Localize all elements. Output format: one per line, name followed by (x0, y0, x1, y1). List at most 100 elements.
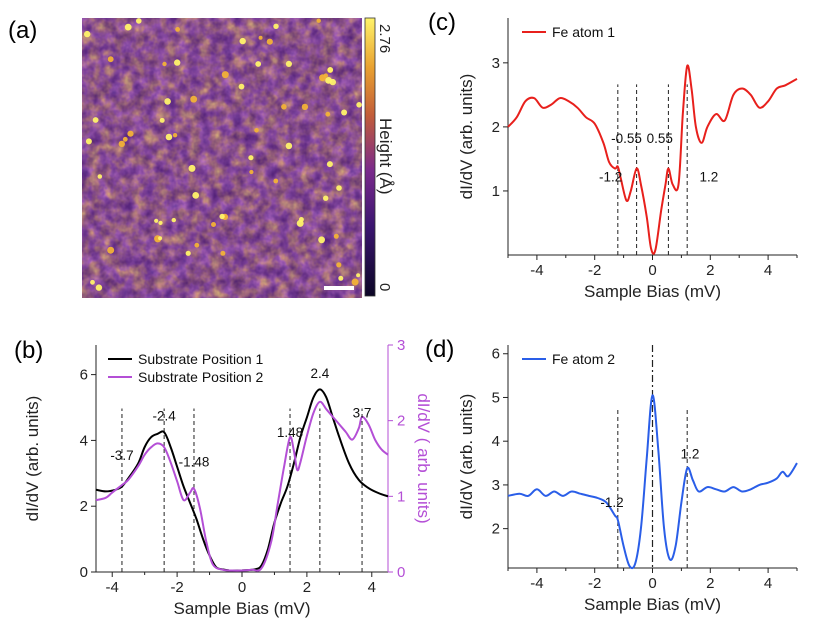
adatom-dot (298, 217, 304, 222)
legend-label: Substrate Position 2 (138, 369, 264, 385)
adatom-dot (351, 278, 359, 286)
adatom-dot (192, 192, 200, 199)
adatom-dot (356, 102, 362, 108)
adatom-dot (323, 73, 328, 78)
adatom-dot (188, 164, 196, 172)
adatom-dot (171, 217, 176, 223)
x-tick-label: 2 (303, 579, 311, 596)
x-axis-label-c: Sample Bias (mV) (584, 282, 721, 301)
adatom-dot (239, 37, 246, 45)
adatom-dot (172, 133, 178, 138)
adatom-dot (164, 98, 171, 105)
adatom-dot (185, 250, 191, 256)
y-axis-label-c: dI/dV (arb. units) (457, 74, 476, 200)
colorbar-max-label: 2.76 (376, 24, 393, 53)
annotation-label: -0.55 (611, 131, 642, 146)
adatom-dot (158, 236, 163, 241)
adatom-dot (221, 71, 229, 79)
adatom-dot (249, 169, 254, 175)
y-axis-label-right-b: dI/dV ( arb. units) (414, 393, 433, 523)
adatom-dot (285, 142, 293, 150)
adatom-dot (258, 35, 263, 40)
x-tick-label: -2 (170, 579, 183, 596)
x-tick-label: 0 (238, 579, 246, 596)
annotation-label: 1.2 (699, 169, 718, 184)
adatom-dot (159, 117, 165, 123)
adatom-dot (107, 246, 115, 254)
series-line-b-1 (95, 400, 389, 572)
adatom-dot (219, 213, 225, 220)
panel-label-a: (a) (8, 17, 37, 44)
series-line-b-0 (95, 388, 389, 572)
x-tick-label: 0 (648, 262, 656, 279)
x-axis-label-d: Sample Bias (mV) (584, 595, 721, 614)
x-tick-label: -4 (530, 575, 543, 592)
scale-bar (324, 286, 354, 290)
adatom-dot (238, 83, 245, 90)
adatom-dot (158, 220, 163, 225)
adatom-dot (336, 262, 342, 268)
y-tick-label: 5 (492, 389, 500, 406)
adatom-dot (127, 130, 134, 137)
adatom-dot (281, 104, 287, 110)
adatom-dot (174, 59, 181, 66)
y-tick-label: 6 (80, 367, 88, 384)
series-line-c-0 (507, 64, 798, 255)
y-tick-label: 2 (492, 119, 500, 136)
y-tick-label: 3 (492, 477, 500, 494)
adatom-dot (220, 250, 226, 256)
adatom-dot (85, 138, 92, 145)
adatom-dot (124, 23, 132, 31)
adatom-dot (97, 174, 103, 179)
adatom-dot (329, 78, 336, 86)
x-axis-label-b: Sample Bias (mV) (174, 599, 311, 618)
x-tick-label: -4 (106, 579, 119, 596)
annotation-label: 1.2 (681, 447, 700, 462)
y-tick-label: 6 (492, 346, 500, 363)
chart-d: -4 -2 0 2 4 2 3 4 5 6 Sample Bias (mV) dI/dV (arb. … (457, 345, 798, 614)
x-tick-label: 2 (706, 575, 714, 592)
adatom-dot (122, 136, 128, 142)
x-tick-label: -2 (588, 262, 601, 279)
x-tick-label: -4 (530, 262, 543, 279)
adatom-dot (154, 218, 159, 223)
y-right-tick-label: 2 (397, 413, 405, 430)
annotation-label: 3.7 (353, 405, 372, 420)
annotation-label: -1.2 (599, 169, 622, 184)
legend-label: Substrate Position 1 (138, 351, 264, 367)
annotation-label: -2.4 (153, 409, 177, 424)
adatom-dot (273, 178, 279, 184)
y-tick-label: 1 (492, 183, 500, 200)
adatom-dot (84, 30, 91, 38)
adatom-dot (90, 279, 95, 285)
adatom-dot (341, 109, 348, 116)
adatom-dot (211, 222, 216, 227)
adatom-dot (255, 61, 262, 67)
adatom-dot (266, 38, 273, 45)
adatom-dot (273, 23, 279, 29)
panel-label-c: (c) (428, 9, 456, 36)
y-axis-label-d: dI/dV (arb. units) (457, 394, 476, 520)
adatom-dot (162, 61, 167, 67)
y-tick-label: 4 (492, 433, 500, 450)
y-tick-label: 3 (492, 55, 500, 72)
adatom-dot (165, 133, 173, 141)
stm-image-panel: 2.76 0 Height (Å) (82, 17, 395, 298)
adatom-dot (95, 284, 103, 291)
adatom-dot (107, 56, 114, 63)
y-tick-label: 2 (80, 498, 88, 515)
panel-label-b: (b) (14, 337, 43, 364)
adatom-dot (326, 161, 333, 168)
adatom-dot (175, 27, 181, 32)
y-tick-label: 0 (80, 564, 88, 581)
colorbar-min-label: 0 (376, 283, 393, 291)
adatom-dot (323, 195, 329, 201)
y-axis-label-b: dI/dV (arb. units) (23, 396, 42, 522)
adatom-dot (356, 273, 361, 278)
series-line-d-0 (507, 394, 798, 570)
x-tick-label: 4 (764, 262, 772, 279)
adatom-dot (338, 275, 344, 281)
y-tick-label: 2 (492, 521, 500, 538)
adatom-dot (248, 155, 254, 161)
annotation-label: 1.48 (277, 425, 303, 440)
